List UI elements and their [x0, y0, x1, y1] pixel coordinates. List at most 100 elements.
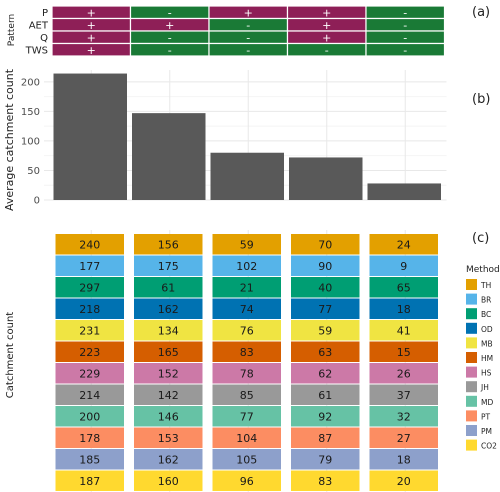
count-label: 142	[158, 389, 179, 402]
count-cell	[134, 255, 203, 276]
count-label: 77	[318, 303, 332, 316]
count-label: 59	[240, 238, 254, 251]
count-cell	[55, 298, 124, 319]
count-cell	[55, 406, 124, 427]
count-cell	[212, 277, 281, 298]
count-label: 18	[397, 303, 411, 316]
count-cell	[134, 277, 203, 298]
count-label: 62	[318, 367, 332, 380]
count-cell	[212, 320, 281, 341]
count-label: 134	[158, 324, 179, 337]
count-label: 85	[240, 389, 254, 402]
count-cell	[369, 234, 438, 255]
count-cell	[212, 255, 281, 276]
count-label: 70	[318, 238, 332, 251]
count-cell	[369, 298, 438, 319]
pattern-sign: -	[168, 31, 172, 44]
legend-label: MD	[481, 398, 493, 407]
legend-label: HM	[481, 354, 493, 363]
legend-key	[466, 439, 477, 451]
bar	[132, 113, 206, 200]
legend-key	[466, 395, 477, 407]
count-label: 32	[397, 410, 411, 423]
count-label: 178	[79, 432, 100, 445]
legend-label: PM	[481, 427, 492, 436]
legend-label: TH	[480, 281, 491, 290]
count-cell	[55, 384, 124, 405]
count-label: 162	[158, 453, 179, 466]
y-tick-label: 100	[21, 136, 40, 147]
count-cell	[212, 298, 281, 319]
count-label: 223	[79, 346, 100, 359]
count-cell	[55, 427, 124, 448]
count-label: 74	[240, 303, 254, 316]
count-label: 231	[79, 324, 100, 337]
count-label: 65	[397, 281, 411, 294]
count-cell	[291, 470, 360, 491]
bar-chart: 0 50 100 150 200	[21, 70, 447, 207]
count-label: 24	[397, 238, 411, 251]
pattern-sign: +	[322, 19, 331, 32]
count-label: 162	[158, 303, 179, 316]
count-label: 187	[79, 475, 100, 488]
legend-key	[466, 352, 477, 363]
count-cell	[291, 298, 360, 319]
count-cell	[291, 234, 360, 255]
legend-key	[466, 293, 477, 305]
pattern-sign: -	[246, 44, 250, 57]
bar	[53, 73, 127, 200]
count-label: 153	[158, 432, 179, 445]
count-cell	[55, 363, 124, 384]
count-cell	[291, 406, 360, 427]
legend-label: PT	[481, 412, 491, 421]
count-cell	[369, 470, 438, 491]
count-label: 102	[236, 260, 257, 273]
count-cell	[212, 384, 281, 405]
count-label: 63	[318, 346, 332, 359]
count-label: 83	[240, 346, 254, 359]
count-label: 78	[240, 367, 254, 380]
pattern-row-label: TWS	[25, 45, 48, 56]
count-label: 77	[240, 410, 254, 423]
count-cell	[134, 449, 203, 470]
pattern-sign: -	[246, 19, 250, 32]
legend-label: OD	[481, 325, 493, 334]
count-label: 79	[318, 453, 332, 466]
count-label: 40	[318, 281, 332, 294]
count-label: 152	[158, 367, 179, 380]
bar	[289, 157, 363, 200]
pattern-sign: -	[403, 44, 407, 57]
count-cell	[134, 234, 203, 255]
count-label: 87	[318, 432, 332, 445]
count-cell	[212, 341, 281, 362]
count-cell	[212, 406, 281, 427]
count-cell	[134, 384, 203, 405]
legend-key	[466, 381, 477, 393]
count-cell	[369, 363, 438, 384]
legend-key	[466, 410, 477, 422]
count-cell	[134, 298, 203, 319]
legend-label: JH	[480, 383, 489, 392]
count-label: 200	[79, 410, 100, 423]
count-label: 27	[397, 432, 411, 445]
pattern-sign: -	[246, 31, 250, 44]
count-cell	[134, 341, 203, 362]
y-tick-label: 50	[27, 166, 40, 177]
pattern-sign: -	[403, 31, 407, 44]
pattern-row-label: P	[42, 8, 48, 19]
count-label: 177	[79, 260, 100, 273]
count-cell	[134, 470, 203, 491]
bar-axis-title: Average catchment count	[3, 68, 16, 211]
count-cell	[212, 449, 281, 470]
pattern-sign: +	[244, 6, 253, 19]
count-label: 76	[240, 324, 254, 337]
pattern-sign: -	[168, 44, 172, 57]
count-label: 185	[79, 453, 100, 466]
count-label: 90	[318, 260, 332, 273]
count-cell	[212, 363, 281, 384]
count-label: 160	[158, 475, 179, 488]
count-label: 83	[318, 475, 332, 488]
count-label: 37	[397, 389, 411, 402]
bar	[367, 183, 441, 200]
